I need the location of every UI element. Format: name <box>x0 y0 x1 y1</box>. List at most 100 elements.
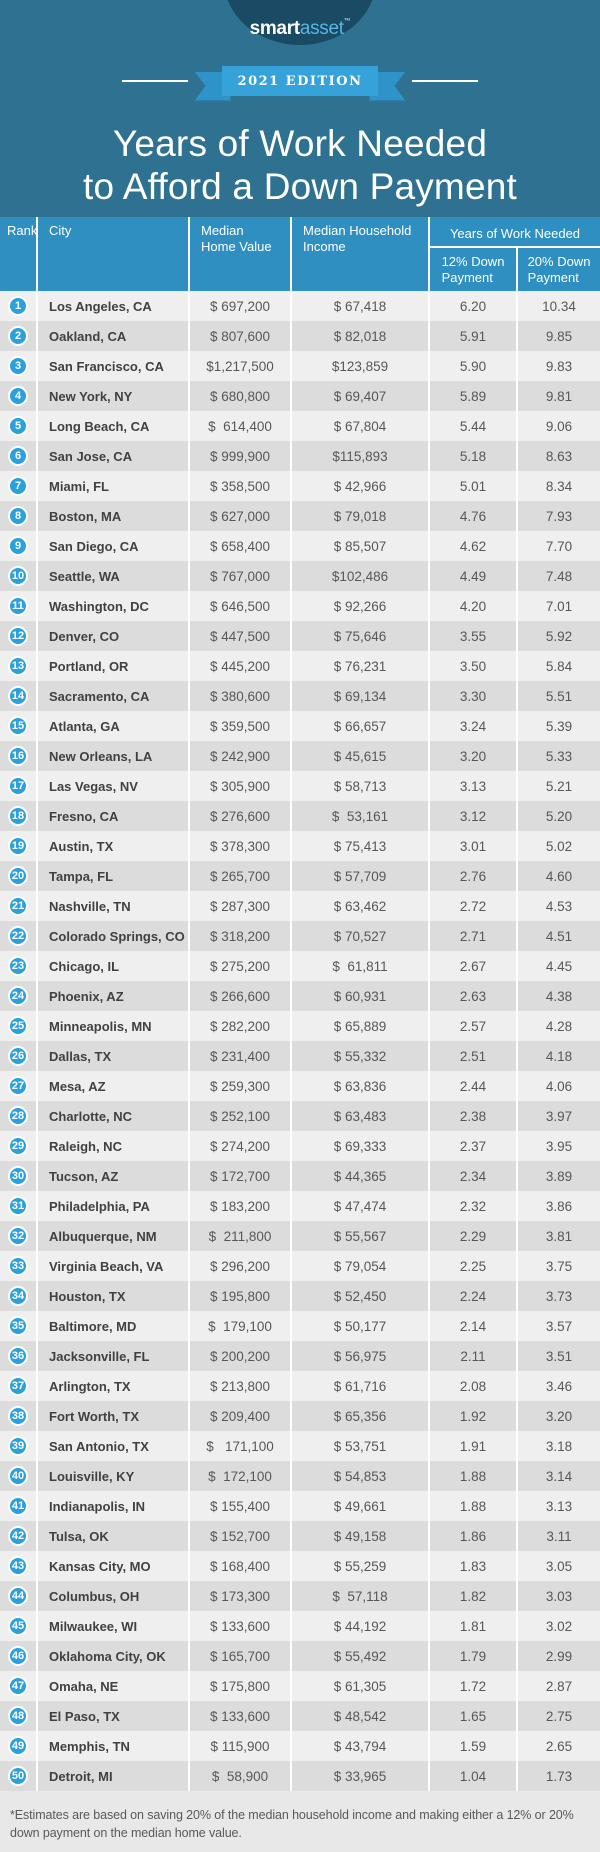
years-20-down-cell: 4.51 <box>545 928 573 944</box>
column-header-years-group: Years of Work Needed <box>449 226 581 241</box>
table-row: 20 Tampa, FL $ 265,700 $ 57,709 2.76 4.6… <box>0 861 600 891</box>
city-cell: Miami, FL <box>38 471 190 501</box>
rank-cell: 44 <box>0 1581 38 1611</box>
table-row: 44 Columbus, OH $ 173,300 $ 57,118 1.82 … <box>0 1581 600 1611</box>
years-20-down-cell: 3.57 <box>545 1318 573 1334</box>
years-12-down-cell: 1.79 <box>430 1641 518 1671</box>
footnote: *Estimates are based on saving 20% of th… <box>10 1808 574 1841</box>
home-value-cell: $ 175,800 <box>190 1671 292 1701</box>
city-cell: Kansas City, MO <box>38 1551 190 1581</box>
rank-cell: 5 <box>0 411 38 441</box>
years-20-down-cell: 5.21 <box>545 778 573 794</box>
years-12-down-cell: 2.72 <box>430 891 518 921</box>
years-20-down-cell: 5.33 <box>545 748 573 764</box>
city-cell: New York, NY <box>38 381 190 411</box>
rank-cell: 20 <box>0 861 38 891</box>
brand-logo-asset: asset <box>299 18 344 39</box>
table-row: 16 New Orleans, LA $ 242,900 $ 45,615 3.… <box>0 741 600 771</box>
city-cell: Long Beach, CA <box>38 411 190 441</box>
years-12-down-cell: 4.20 <box>430 591 518 621</box>
years-20-down-cell: 4.38 <box>545 988 573 1004</box>
rank-badge: 2 <box>8 326 28 346</box>
column-header-income: Median Household Income <box>292 217 430 291</box>
column-header-rank: Rank <box>0 217 38 291</box>
years-12-down-cell: 6.20 <box>430 291 518 321</box>
home-value-cell: $ 447,500 <box>190 621 292 651</box>
years-20-down-cell: 3.13 <box>545 1498 573 1514</box>
home-value-cell: $ 172,100 <box>190 1461 292 1491</box>
years-20-down-cell: 3.97 <box>545 1108 573 1124</box>
years-12-down-cell: 2.25 <box>430 1251 518 1281</box>
years-12-down-cell: 5.44 <box>430 411 518 441</box>
table-row: 5 Long Beach, CA $ 614,400 $ 67,804 5.44… <box>0 411 600 441</box>
table-row: 29 Raleigh, NC $ 274,200 $ 69,333 2.37 3… <box>0 1131 600 1161</box>
rank-cell: 34 <box>0 1281 38 1311</box>
income-cell: $ 33,965 <box>292 1761 430 1791</box>
income-cell: $ 58,713 <box>292 771 430 801</box>
years-12-down-cell: 3.13 <box>430 771 518 801</box>
income-cell: $ 50,177 <box>292 1311 430 1341</box>
rank-cell: 47 <box>0 1671 38 1701</box>
rank-cell: 31 <box>0 1191 38 1221</box>
city-cell: Los Angeles, CA <box>38 291 190 321</box>
home-value-cell: $ 380,600 <box>190 681 292 711</box>
home-value-cell: $ 378,300 <box>190 831 292 861</box>
table-row: 36 Jacksonville, FL $ 200,200 $ 56,975 2… <box>0 1341 600 1371</box>
income-cell: $ 67,804 <box>292 411 430 441</box>
rank-cell: 18 <box>0 801 38 831</box>
page-title-line1: Years of Work Needed <box>112 123 488 164</box>
income-cell: $ 49,158 <box>292 1521 430 1551</box>
home-value-cell: $ 275,200 <box>190 951 292 981</box>
rank-badge: 3 <box>8 356 28 376</box>
home-value-cell: $ 359,500 <box>190 711 292 741</box>
table-row: 38 Fort Worth, TX $ 209,400 $ 65,356 1.9… <box>0 1401 600 1431</box>
rank-badge: 9 <box>8 536 28 556</box>
years-12-down-cell: 1.65 <box>430 1701 518 1731</box>
income-cell: $ 60,931 <box>292 981 430 1011</box>
years-20-down-cell: 3.75 <box>545 1258 573 1274</box>
home-value-cell: $ 807,600 <box>190 321 292 351</box>
years-20-down-cell: 4.06 <box>545 1078 573 1094</box>
rank-cell: 38 <box>0 1401 38 1431</box>
table-row: 12 Denver, CO $ 447,500 $ 75,646 3.55 5.… <box>0 621 600 651</box>
rank-badge: 15 <box>8 716 28 736</box>
years-20-down-cell: 3.20 <box>545 1408 573 1424</box>
city-cell: Philadelphia, PA <box>38 1191 190 1221</box>
home-value-cell: $ 266,600 <box>190 981 292 1011</box>
years-12-down-cell: 1.88 <box>430 1491 518 1521</box>
income-cell: $ 67,418 <box>292 291 430 321</box>
brand-logo: smartasset™ <box>0 18 600 40</box>
home-value-cell: $ 276,600 <box>190 801 292 831</box>
income-cell: $ 45,615 <box>292 741 430 771</box>
rank-badge: 46 <box>8 1646 28 1666</box>
income-cell: $ 49,661 <box>292 1491 430 1521</box>
years-20-down-cell: 5.84 <box>545 658 573 674</box>
table-row: 47 Omaha, NE $ 175,800 $ 61,305 1.72 2.8… <box>0 1671 600 1701</box>
rank-badge: 16 <box>8 746 28 766</box>
city-cell: Louisville, KY <box>38 1461 190 1491</box>
rank-cell: 32 <box>0 1221 38 1251</box>
rank-cell: 42 <box>0 1521 38 1551</box>
years-20-down-cell: 10.34 <box>542 298 576 314</box>
rank-badge: 40 <box>8 1466 28 1486</box>
rank-cell: 36 <box>0 1341 38 1371</box>
edition-ribbon: 2021 EDITION <box>194 65 379 101</box>
table-row: 23 Chicago, IL $ 275,200 $ 61,811 2.67 4… <box>0 951 600 981</box>
rank-cell: 2 <box>0 321 38 351</box>
rank-badge: 6 <box>8 446 28 466</box>
rank-cell: 4 <box>0 381 38 411</box>
rank-cell: 9 <box>0 531 38 561</box>
years-20-down-cell: 3.02 <box>545 1618 573 1634</box>
income-cell: $ 79,054 <box>292 1251 430 1281</box>
rank-badge: 14 <box>8 686 28 706</box>
income-cell: $ 63,462 <box>292 891 430 921</box>
table-row: 15 Atlanta, GA $ 359,500 $ 66,657 3.24 5… <box>0 711 600 741</box>
years-12-down-cell: 2.24 <box>430 1281 518 1311</box>
city-cell: Tulsa, OK <box>38 1521 190 1551</box>
income-cell: $ 43,794 <box>292 1731 430 1761</box>
city-cell: Arlington, TX <box>38 1371 190 1401</box>
table-row: 21 Nashville, TN $ 287,300 $ 63,462 2.72… <box>0 891 600 921</box>
rank-cell: 37 <box>0 1371 38 1401</box>
rank-cell: 48 <box>0 1701 38 1731</box>
income-cell: $ 75,646 <box>292 621 430 651</box>
